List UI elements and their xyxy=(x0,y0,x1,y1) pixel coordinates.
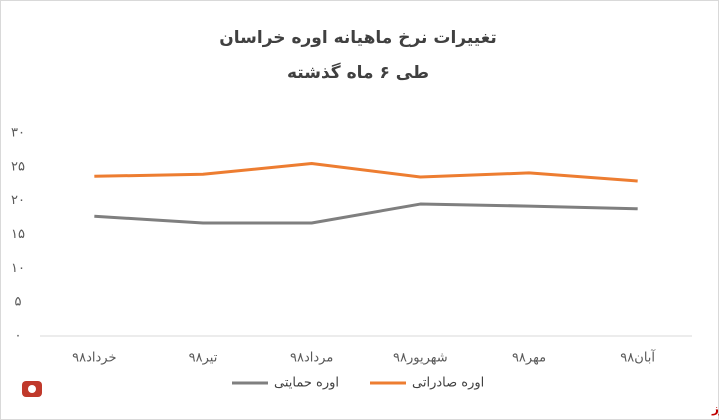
chart-title: تغییرات نرخ ماهیانه اوره خراسان xyxy=(219,28,496,48)
legend-label: اوره صادراتی xyxy=(412,376,484,391)
y-tick-label: ۰ xyxy=(15,329,22,344)
series-line xyxy=(94,202,638,225)
y-tick-label: ۳۰ xyxy=(11,126,25,141)
logo xyxy=(22,381,42,397)
y-tick-label: ۱۰ xyxy=(11,261,25,276)
x-tick-label: مهر۹۸ xyxy=(512,351,546,366)
y-tick-label: ۲۵ xyxy=(11,159,25,174)
watermark: بورس نیوز xyxy=(711,402,719,417)
x-tick-label: تیر۹۸ xyxy=(189,351,218,366)
x-tick-label: خرداد۹۸ xyxy=(72,351,116,366)
y-tick-label: ۵ xyxy=(15,295,22,310)
series-line xyxy=(94,161,638,183)
x-tick-label: آبان۹۸ xyxy=(620,349,656,366)
legend-label: اوره حمایتی xyxy=(274,376,339,391)
y-tick-label: ۲۰ xyxy=(11,193,25,208)
chart-subtitle: طی ۶ ماه گذشته xyxy=(287,62,429,83)
x-tick-label: شهریور۹۸ xyxy=(393,351,448,366)
x-tick-label: مرداد۹۸ xyxy=(290,351,333,366)
y-tick-label: ۱۵ xyxy=(11,227,25,242)
logo-shape xyxy=(28,385,36,393)
